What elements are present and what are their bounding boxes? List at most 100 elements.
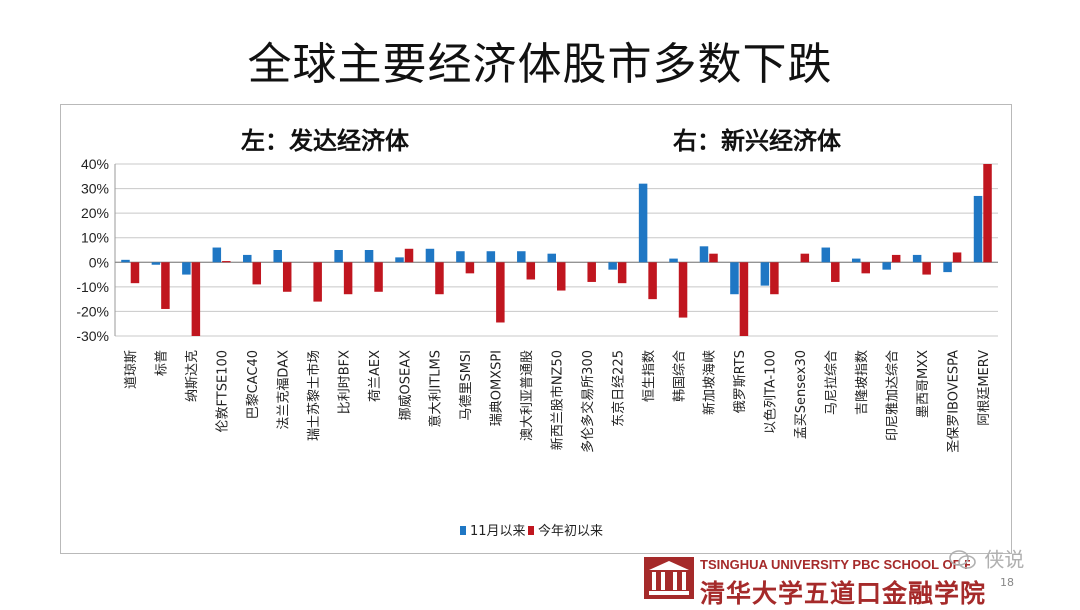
bar-ytd — [891, 254, 901, 263]
y-axis-ticks: 40% 30% 20% 10% 0% -10% -20% -30% — [76, 156, 109, 344]
y-tick-label: 20% — [81, 205, 109, 221]
bar-ytd — [952, 252, 962, 263]
bar-since-nov — [851, 258, 861, 263]
bar-ytd — [222, 261, 231, 263]
x-axis-labels: 道琼斯 标普 纳斯达克 伦敦FTSE100 巴黎CAC40 法兰克福DAX 瑞士苏黎士市场比… — [124, 350, 992, 453]
x-tick-label: 墨西哥MXX — [916, 350, 931, 418]
y-tick-label: 30% — [81, 181, 109, 197]
x-tick-label: 俄罗斯RTS — [733, 350, 748, 413]
x-tick-label: 东京日经225 — [611, 350, 626, 427]
legend-swatch — [528, 526, 534, 535]
bar-since-nov — [973, 195, 983, 263]
gridlines — [114, 163, 998, 337]
footer-school-name-cn: 清华大学五道口金融学院 — [700, 579, 987, 608]
watermark: 侠说 — [948, 540, 1048, 576]
legend-label: 11月以来 — [470, 524, 526, 539]
bar-since-nov — [364, 250, 374, 263]
bar-since-nov — [456, 251, 465, 263]
chart-annotations: 左：发达经济体 右：新兴经济体 — [241, 127, 842, 155]
legend-swatch — [460, 526, 466, 535]
bar-since-nov — [517, 251, 526, 263]
bar-ytd — [313, 262, 322, 302]
bar-ytd — [191, 262, 201, 336]
x-tick-label: 伦敦FTSE100 — [215, 350, 231, 432]
slide-title: 全球主要经济体股市多数下跌 — [247, 39, 833, 90]
chart-frame — [60, 104, 1012, 554]
x-tick-label: 新加坡海峡 — [702, 350, 718, 415]
chart-legend: 11月以来 今年初以来 — [460, 523, 603, 539]
bar-since-nov — [821, 247, 831, 263]
x-tick-label: 恒生指数 — [642, 350, 657, 402]
x-tick-label: 新西兰股市NZ50 — [550, 350, 566, 450]
bar-since-nov — [943, 262, 952, 273]
bar-ytd — [678, 262, 688, 318]
bar-ytd — [770, 262, 779, 295]
x-tick-label: 道琼斯 — [124, 350, 139, 389]
bars — [121, 164, 992, 336]
bar-ytd — [435, 262, 444, 295]
x-tick-label: 韩国综合 — [672, 350, 687, 402]
bar-ytd — [374, 262, 383, 292]
bar-since-nov — [212, 247, 222, 263]
wechat-icon — [949, 549, 976, 569]
x-tick-label: 纳斯达克 — [185, 350, 200, 402]
bar-since-nov — [730, 262, 739, 295]
bar-ytd — [587, 262, 596, 282]
x-tick-label: 巴黎CAC40 — [246, 350, 261, 419]
watermark-text: 侠说 — [984, 547, 1025, 572]
x-tick-label: 挪威OSEAX — [398, 350, 413, 421]
x-tick-label: 法兰克福DAX — [276, 350, 291, 430]
bar-ytd — [252, 262, 262, 285]
x-tick-label: 阿根廷MERV — [977, 350, 992, 426]
bar-ytd — [739, 262, 749, 336]
y-tick-label: 40% — [81, 156, 109, 172]
bar-ytd — [343, 262, 353, 295]
x-tick-label: 吉隆坡指数 — [855, 350, 870, 415]
bar-since-nov — [425, 248, 435, 263]
bar-since-nov — [547, 253, 556, 263]
y-tick-label: -30% — [76, 328, 109, 344]
footer-school-name-en: TSINGHUA UNIVERSITY PBC SCHOOL OF FINANC… — [700, 557, 970, 572]
bar-ytd — [557, 262, 566, 291]
bar-ytd — [282, 262, 292, 292]
x-tick-label: 以色列TA-100 — [763, 350, 779, 434]
bar-since-nov — [669, 258, 678, 263]
bar-ytd — [161, 262, 170, 309]
bar-ytd — [404, 248, 414, 263]
bar-since-nov — [912, 254, 922, 263]
bar-ytd — [526, 262, 536, 280]
bar-since-nov — [699, 246, 709, 263]
bar-since-nov — [243, 254, 252, 263]
chart-annotation: 左：发达经济体 — [241, 127, 410, 155]
legend-label: 今年初以来 — [538, 523, 603, 539]
bar-ytd — [496, 262, 505, 323]
bar-ytd — [861, 262, 870, 274]
x-tick-label: 孟买Sensex30 — [794, 350, 809, 439]
bar-since-nov — [273, 250, 282, 263]
bar-since-nov — [486, 251, 496, 263]
bar-ytd — [709, 253, 718, 263]
x-tick-label: 澳大利亚普通股 — [519, 350, 535, 441]
x-tick-label: 标普 — [155, 350, 170, 376]
bar-since-nov — [334, 250, 343, 263]
x-tick-label: 瑞士苏黎士市场 — [306, 350, 322, 441]
bar-since-nov — [760, 262, 770, 286]
x-tick-label: 意大利ITLMS — [428, 350, 444, 428]
bar-since-nov — [121, 259, 130, 263]
y-tick-label: 10% — [81, 230, 109, 246]
y-tick-label: -20% — [76, 303, 109, 319]
bar-ytd — [831, 262, 840, 282]
page-number: 18 — [1000, 576, 1014, 589]
bar-since-nov — [151, 262, 161, 265]
chart-annotation: 右：新兴经济体 — [673, 127, 842, 155]
bar-ytd — [983, 164, 992, 263]
bar-ytd — [648, 262, 657, 300]
y-tick-label: 0% — [89, 254, 109, 270]
x-tick-label: 荷兰AEX — [368, 350, 383, 402]
x-tick-label: 多伦多交易所300 — [580, 350, 596, 453]
y-tick-label: -10% — [76, 279, 109, 295]
x-tick-label: 马德里SMSI — [459, 350, 474, 421]
bar-ytd — [130, 262, 140, 284]
bar-chart: 40% 30% 20% 10% 0% -10% -20% -30% 道琼斯 标普 纳斯达克 伦敦FT… — [76, 127, 998, 539]
bar-since-nov — [608, 262, 617, 270]
